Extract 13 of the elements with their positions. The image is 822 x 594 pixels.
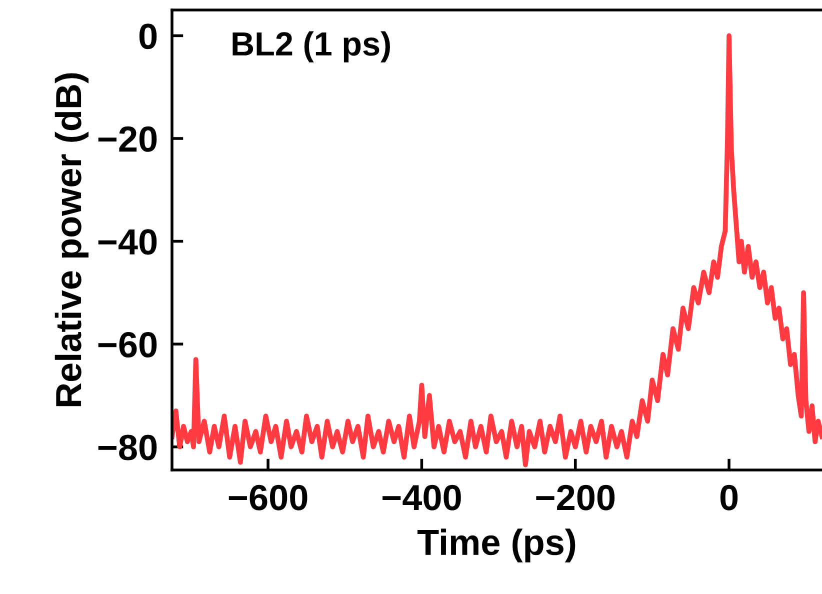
x-axis-title: Time (ps) [417, 528, 576, 562]
y-tick-label: −20 [98, 126, 157, 152]
x-tick-label: −200 [536, 484, 615, 510]
x-tick-label: −400 [382, 484, 461, 510]
y-axis-title: Relative power (dB) [54, 73, 89, 406]
annotation: BL2 (1 ps) [232, 31, 390, 62]
line-series [172, 33, 822, 468]
y-tick-label: −60 [98, 332, 157, 358]
y-tick-label: −40 [98, 229, 157, 255]
y-tick-label: 0 [139, 24, 157, 50]
x-tick-label: −600 [228, 484, 308, 510]
x-tick-label: 0 [720, 484, 738, 510]
y-tick-label: −80 [98, 434, 157, 460]
